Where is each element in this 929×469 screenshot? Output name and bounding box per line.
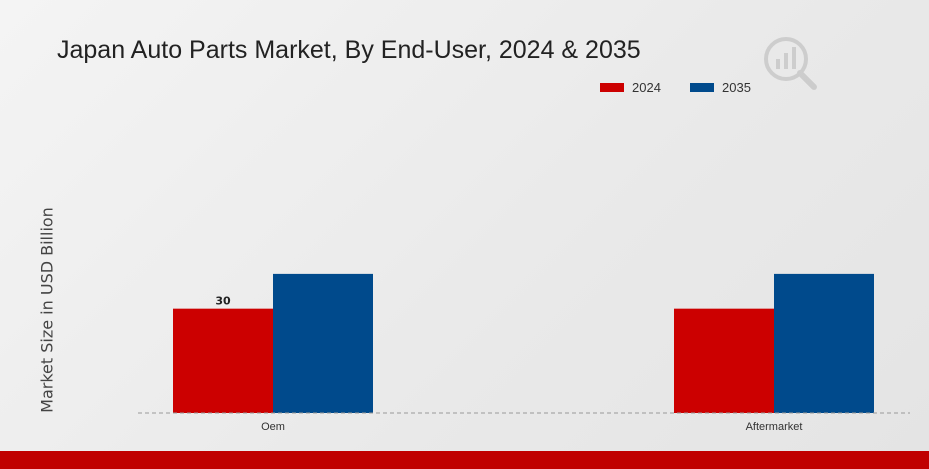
x-tick-label-oem: Oem [261,421,285,433]
bottom-accent-bar [0,451,929,469]
data-label-oem-2024: 30 [215,295,231,308]
bar-oem-2035 [273,273,373,413]
magnifier-chart-logo-icon [764,37,817,90]
legend-swatch-2035 [690,83,714,92]
bar-aftermarket-2035 [774,273,874,413]
chart-title: Japan Auto Parts Market, By End-User, 20… [57,36,641,64]
legend-swatch-2024 [600,83,624,92]
bar-oem-2024 [173,308,273,413]
x-tick-label-aftermarket: Aftermarket [746,421,803,433]
legend-label-2024: 2024 [632,80,661,95]
legend-label-2035: 2035 [722,80,751,95]
legend-item-2035: 2035 [690,80,751,95]
bar-aftermarket-2024 [674,308,774,413]
legend-item-2024: 2024 [600,80,661,95]
